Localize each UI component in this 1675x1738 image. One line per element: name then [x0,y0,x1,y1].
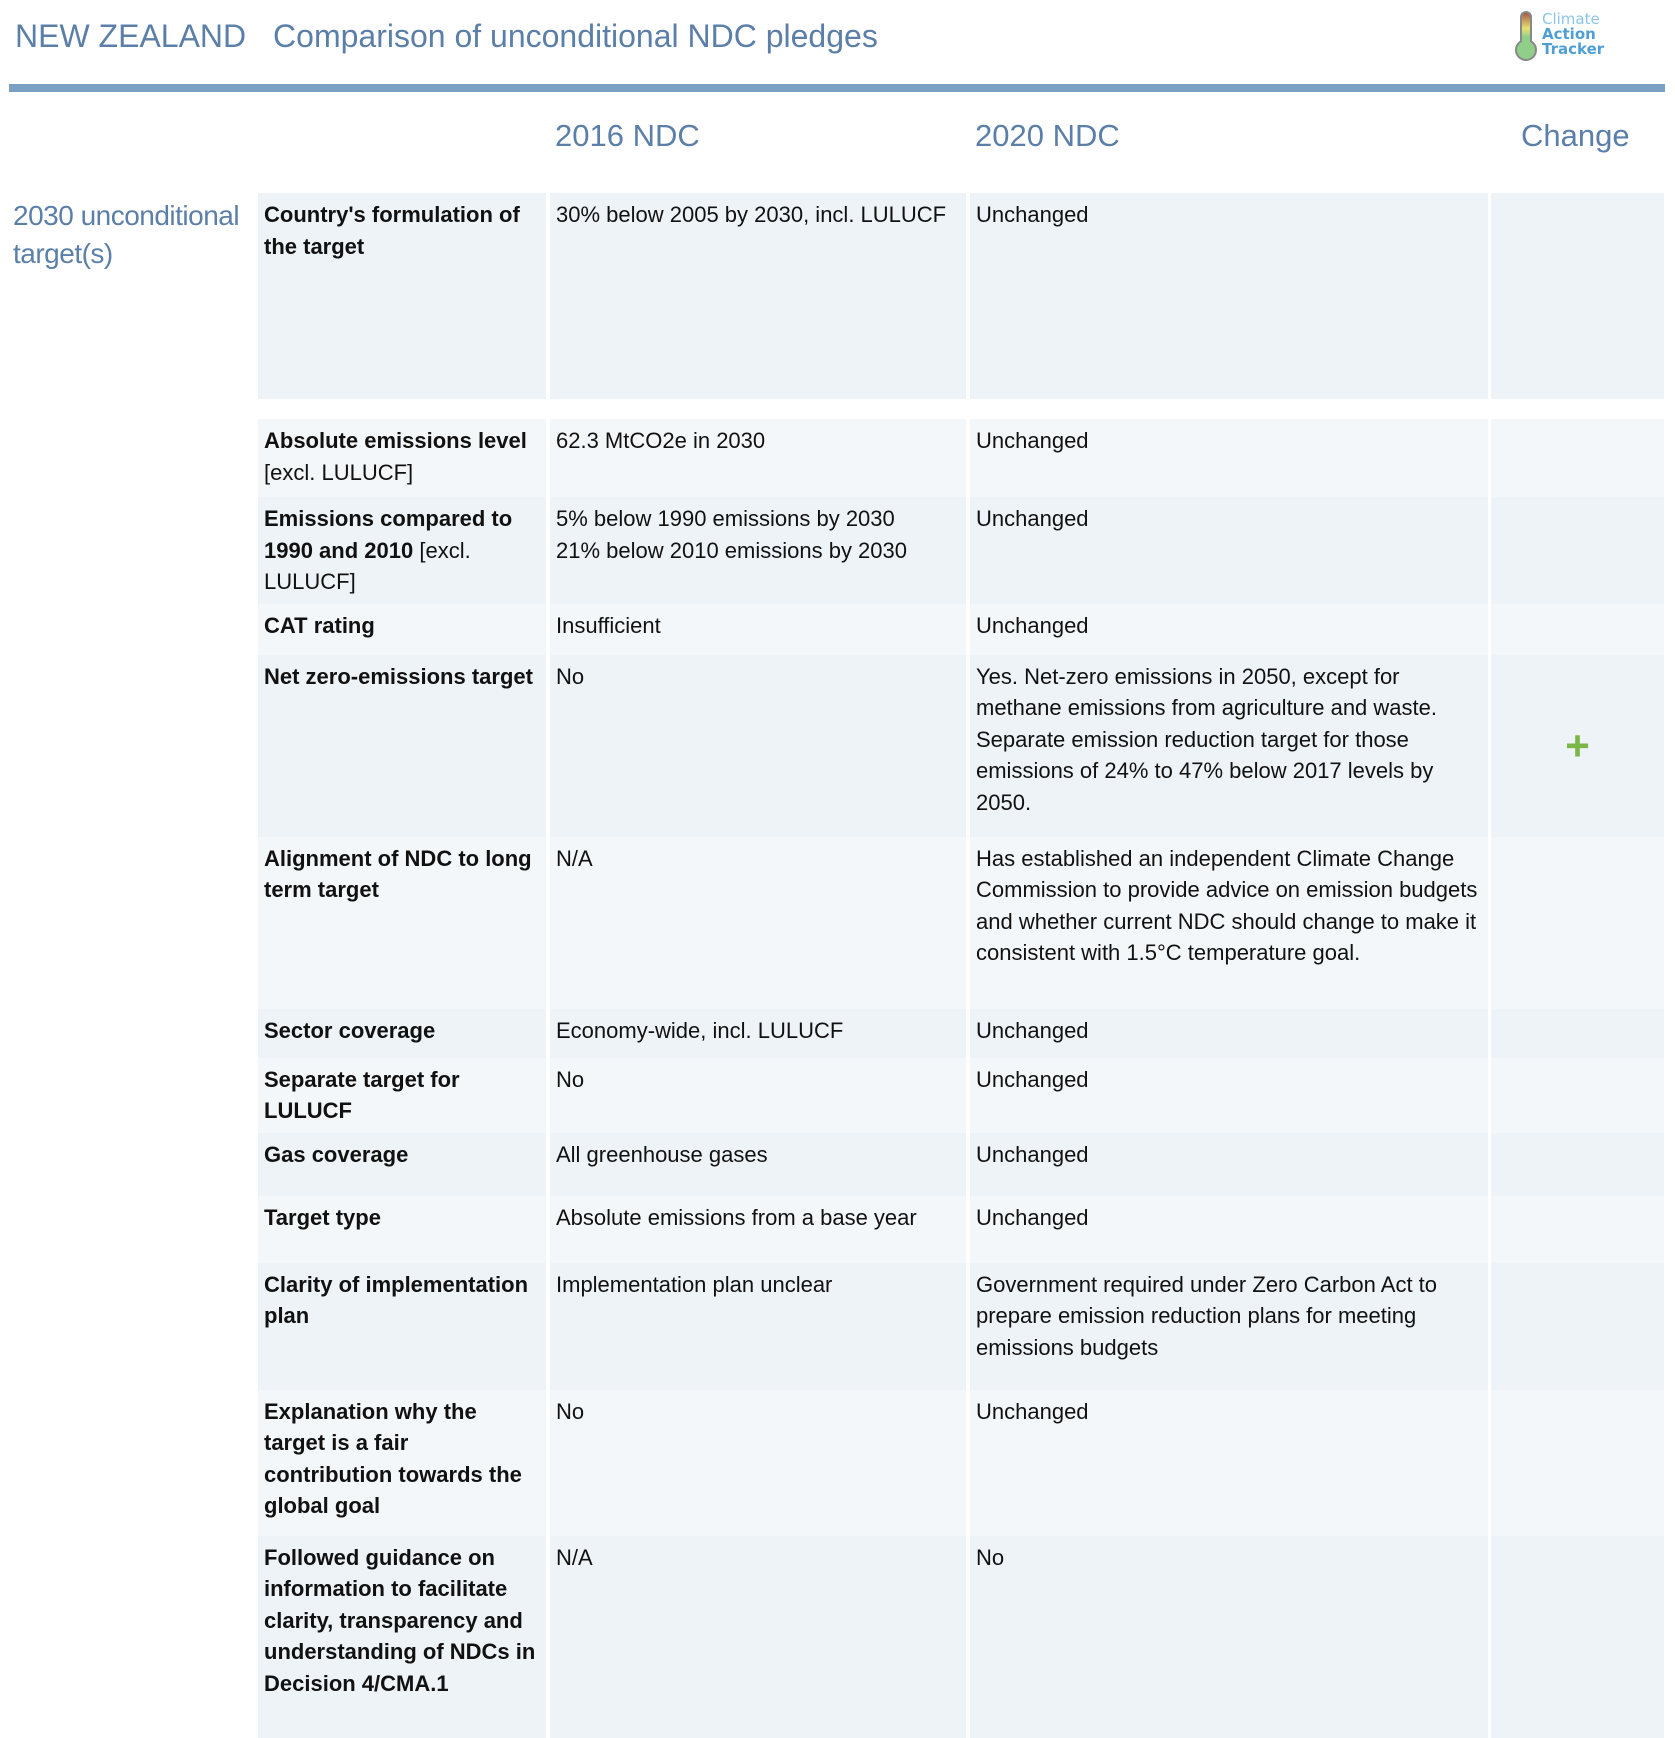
row-label: Separate target for LULUCF [258,1057,546,1133]
row-label: Explanation why the target is a fair con… [258,1389,546,1536]
title-text: Comparison of unconditional NDC pledges [273,18,878,54]
ndc-2020-cell: Yes. Net-zero emissions in 2050, except … [970,654,1488,837]
row-label: Gas coverage [258,1132,546,1196]
ndc-2016-cell: No [550,1057,966,1133]
ndc-2020-cell: Government required under Zero Carbon Ac… [970,1262,1488,1390]
row-label: Target type [258,1195,546,1263]
table-row: Followed guidance on information to faci… [258,1535,1664,1738]
row-label-text: Target type [264,1204,381,1230]
column-header-change: Change [1521,118,1630,153]
change-cell [1491,1008,1664,1058]
change-cell [1491,1262,1664,1390]
row-label-text: Separate target for LULUCF [264,1066,460,1124]
header-divider [9,84,1665,92]
comparison-table: Country's formulation of the target 30% b… [258,193,1664,1738]
ndc-2020-cell: Unchanged [970,193,1488,399]
change-cell [1491,497,1664,604]
climate-action-tracker-logo: Climate Action Tracker [1512,10,1662,62]
ndc-2020-cell: Unchanged [970,1195,1488,1263]
row-label-note: [excl. LULUCF] [264,459,414,485]
row-label-text: Absolute emissions level [264,428,527,453]
ndc-2016-cell: N/A [550,836,966,1009]
ndc-2016-cell: 5% below 1990 emissions by 2030 21% belo… [550,497,966,604]
ndc-2016-cell: 30% below 2005 by 2030, incl. LULUCF [550,193,966,399]
row-label-text: Gas coverage [264,1141,409,1167]
row-label: Sector coverage [258,1008,546,1058]
ndc-2020-cell: Unchanged [970,1008,1488,1058]
ndc-2016-cell: No [550,1389,966,1536]
table-row: Absolute emissions level [excl. LULUCF] 6… [258,419,1664,497]
table-row: CAT rating Insufficient Unchanged [258,603,1664,655]
column-header-2020: 2020 NDC [975,118,1120,153]
ndc-2016-cell: No [550,654,966,837]
ndc-2020-cell: Has established an independent Climate C… [970,836,1488,1009]
row-label: Followed guidance on information to faci… [258,1535,546,1738]
ndc-2016-cell: Absolute emissions from a base year [550,1195,966,1263]
row-label-text: Sector coverage [264,1017,436,1043]
row-label-note: [excl. LULUCF] [264,537,471,595]
row-label-text: Explanation why the target is a fair con… [264,1398,522,1519]
table-row: Emissions compared to 1990 and 2010 [exc… [258,497,1664,604]
row-label-text: CAT rating [264,612,375,638]
change-cell [1491,193,1664,399]
row-label: Clarity of implementation plan [258,1262,546,1390]
row-label: Country's formulation of the target [258,193,546,399]
row-label-text: Net zero-emissions target [264,663,533,689]
table-row: Target type Absolute emissions from a bas… [258,1195,1664,1263]
row-label: CAT rating [258,603,546,655]
ndc-2020-cell: Unchanged [970,419,1488,497]
table-row: Net zero-emissions target No Yes. Net-zero… [258,654,1664,837]
ndc-2016-cell: Implementation plan unclear [550,1262,966,1390]
change-cell [1491,1389,1664,1536]
column-header-2016: 2016 NDC [555,118,700,153]
table-row: Explanation why the target is a fair con… [258,1389,1664,1536]
row-label: Absolute emissions level [excl. LULUCF] [258,419,546,497]
table-row: Gas coverage All greenhouse gases Unchange… [258,1132,1664,1196]
row-label-text: Country's formulation of the target [264,202,520,259]
row-label: Emissions compared to 1990 and 2010 [exc… [258,497,546,604]
ndc-2020-cell: Unchanged [970,497,1488,604]
change-cell [1491,1535,1664,1738]
logo-line: Action [1542,25,1596,43]
row-label: Net zero-emissions target [258,654,546,837]
table-row: Clarity of implementation plan Implementa… [258,1262,1664,1390]
ndc-2020-cell: Unchanged [970,1389,1488,1536]
table-row: Sector coverage Economy-wide, incl. LULUC… [258,1008,1664,1058]
page-title: NEW ZEALAND Comparison of unconditional … [15,18,896,55]
change-cell [1491,419,1664,497]
ndc-2016-cell: All greenhouse gases [550,1132,966,1196]
logo-line: Tracker [1542,40,1605,58]
row-label-text: Clarity of implementation plan [264,1271,529,1329]
change-cell [1491,836,1664,1009]
section-label: 2030 unconditional target(s) [13,200,240,269]
row-label-text: Emissions compared to 1990 and 2010 [264,506,513,563]
row-label-text: Alignment of NDC to long term target [264,845,532,903]
ndc-2016-cell: Insufficient [550,603,966,655]
ndc-2016-cell: N/A [550,1535,966,1738]
ndc-2016-cell: 62.3 MtCO2e in 2030 [550,419,966,497]
row-label-text: Followed guidance on information to faci… [264,1544,536,1696]
ndc-2020-cell: Unchanged [970,603,1488,655]
country-name: NEW ZEALAND [15,18,247,54]
table-row: Separate target for LULUCF No Unchanged [258,1057,1664,1133]
thermometer-icon [1515,11,1537,61]
logo-line: Climate [1542,10,1600,28]
change-cell [1491,1057,1664,1133]
plus-icon: + [1565,721,1590,769]
change-cell: + [1491,654,1664,837]
change-cell [1491,603,1664,655]
table-row: Alignment of NDC to long term target N/A H… [258,836,1664,1009]
ndc-2020-cell: Unchanged [970,1132,1488,1196]
ndc-2020-cell: No [970,1535,1488,1738]
ndc-2020-cell: Unchanged [970,1057,1488,1133]
ndc-2016-cell: Economy-wide, incl. LULUCF [550,1008,966,1058]
row-label: Alignment of NDC to long term target [258,836,546,1009]
table-row: Country's formulation of the target 30% b… [258,193,1664,399]
change-cell [1491,1132,1664,1196]
change-cell [1491,1195,1664,1263]
